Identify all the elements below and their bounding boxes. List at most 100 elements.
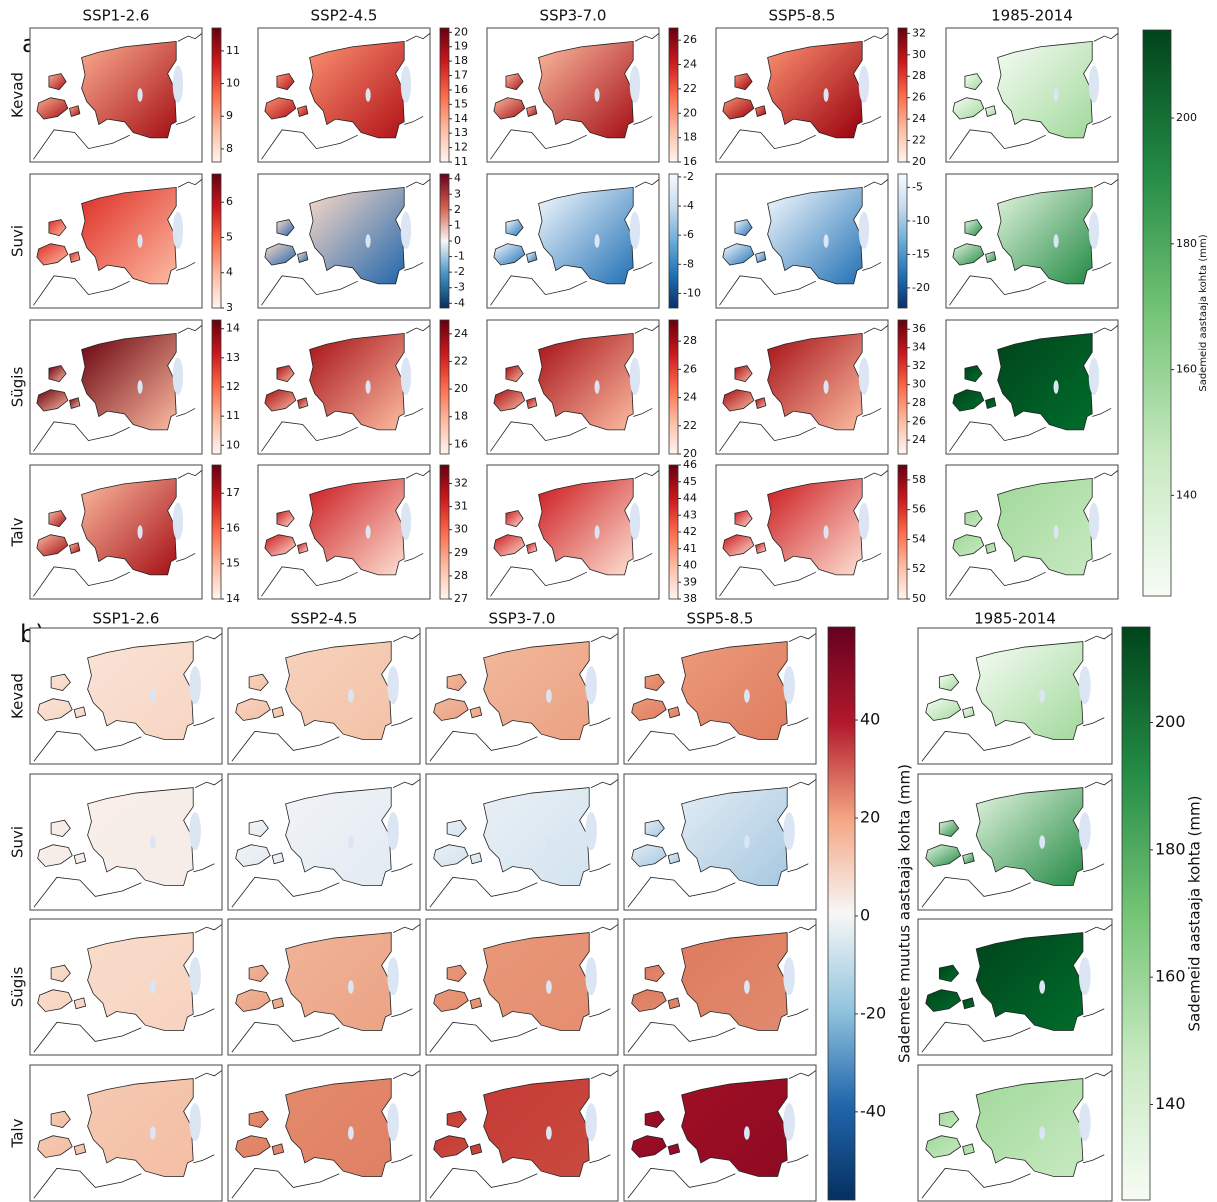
colorbar-tick-label: -1 xyxy=(454,250,465,263)
colorbar-tick-label: 28 xyxy=(454,569,468,582)
row-label: Talv xyxy=(9,517,27,547)
colorbar-tick-label: 43 xyxy=(683,508,697,521)
row-label: Kevad xyxy=(9,673,27,719)
colorbar-tick-label: 20 xyxy=(683,447,697,460)
colorbar-tick-label: -15 xyxy=(912,247,930,260)
colorbar-tick-label: -8 xyxy=(683,257,694,270)
column-title: SSP2-4.5 xyxy=(291,610,358,628)
colorbar-tick-label: 160 xyxy=(1176,363,1197,376)
colorbar-tick-label: 58 xyxy=(912,473,926,486)
colorbar-tick-label: -2 xyxy=(683,170,694,183)
colorbar-tick-label: 32 xyxy=(454,476,468,489)
colorbar-tick-label: 10 xyxy=(226,438,240,451)
colorbar-tick-label: 10 xyxy=(226,77,240,90)
colorbar-tick-label: -4 xyxy=(454,296,465,309)
colorbar-tick-label: 38 xyxy=(683,592,697,605)
column-title: SSP3-7.0 xyxy=(540,7,607,25)
column-title: SSP5-8.5 xyxy=(687,610,754,628)
colorbar xyxy=(439,464,450,600)
colorbar-tick-label: 9 xyxy=(226,109,233,122)
colorbar-tick-label: 46 xyxy=(683,458,697,471)
colorbar-tick-label: 54 xyxy=(912,532,926,545)
colorbar-tick-label: 0 xyxy=(454,234,461,247)
colorbar-tick-label: 22 xyxy=(683,419,697,432)
colorbar-tick-label: 29 xyxy=(454,546,468,559)
colorbar-label: Sademeid aastaaja kohta (mm) xyxy=(1198,234,1209,391)
colorbar-tick-label: 30 xyxy=(912,48,926,61)
colorbar-tick-label: -3 xyxy=(454,281,465,294)
colorbar-tick-label: 160 xyxy=(1155,967,1186,986)
colorbar-tick-label: 28 xyxy=(683,334,697,347)
colorbar-tick-label: 36 xyxy=(912,322,926,335)
colorbar xyxy=(1121,626,1151,1201)
colorbar-tick-label: 12 xyxy=(226,380,240,393)
colorbar-tick-label: 22 xyxy=(454,354,468,367)
colorbar xyxy=(211,464,222,600)
colorbar xyxy=(439,27,450,163)
colorbar-tick-label: 18 xyxy=(454,410,468,423)
colorbar-tick-label: 50 xyxy=(912,592,926,605)
colorbar-tick-label: 11 xyxy=(226,409,240,422)
colorbar xyxy=(668,464,679,600)
column-title: SSP5-8.5 xyxy=(769,7,836,25)
colorbar-tick-label: 56 xyxy=(912,503,926,516)
colorbar xyxy=(439,319,450,455)
colorbar-tick-label: 13 xyxy=(226,351,240,364)
colorbar xyxy=(211,319,222,455)
colorbar-tick-label: 52 xyxy=(912,562,926,575)
column-title: SSP3-7.0 xyxy=(489,610,556,628)
colorbar xyxy=(439,173,450,309)
colorbar-tick-label: 20 xyxy=(860,808,880,827)
colorbar-tick-label: 34 xyxy=(912,341,926,354)
colorbar-tick-label: 26 xyxy=(912,415,926,428)
colorbar-tick-label: 5 xyxy=(226,230,233,243)
colorbar-tick-label: 30 xyxy=(912,378,926,391)
colorbar-tick-label: 40 xyxy=(683,559,697,572)
colorbar-tick-label: 3 xyxy=(454,187,461,200)
colorbar-tick-label: -6 xyxy=(683,228,694,241)
colorbar-tick-label: 39 xyxy=(683,575,697,588)
colorbar-tick-label: 26 xyxy=(683,362,697,375)
colorbar-tick-label: 20 xyxy=(454,382,468,395)
row-label: Suvi xyxy=(9,225,27,257)
column-title: 1985-2014 xyxy=(974,610,1056,628)
colorbar xyxy=(897,319,908,455)
colorbar-tick-label: 22 xyxy=(683,82,697,95)
colorbar-tick-label: 18 xyxy=(683,131,697,144)
colorbar-tick-label: 18 xyxy=(454,54,468,67)
colorbar-label: Sademete muutus aastaaja kohta (mm) xyxy=(896,764,914,1063)
colorbar-tick-label: -20 xyxy=(912,281,930,294)
colorbar-tick-label: -2 xyxy=(454,265,465,278)
row-label: Suvi xyxy=(9,826,27,858)
colorbar-tick-label: 13 xyxy=(454,126,468,139)
colorbar xyxy=(1142,29,1172,597)
colorbar xyxy=(211,27,222,163)
colorbar-tick-label: 20 xyxy=(912,155,926,168)
column-title: SSP1-2.6 xyxy=(93,610,160,628)
colorbar-tick-label: 24 xyxy=(683,391,697,404)
row-label: Talv xyxy=(9,1118,27,1148)
colorbar-tick-label: 17 xyxy=(226,486,240,499)
colorbar-tick-label: 24 xyxy=(683,58,697,71)
colorbar-tick-label: 16 xyxy=(454,437,468,450)
colorbar-tick-label: 30 xyxy=(454,523,468,536)
colorbar-tick-label: 11 xyxy=(226,44,240,57)
colorbar-tick-label: -40 xyxy=(860,1101,886,1120)
row-label: Sügis xyxy=(9,967,27,1008)
colorbar-tick-label: 20 xyxy=(683,106,697,119)
colorbar-tick-label: 31 xyxy=(454,500,468,513)
colorbar-tick-label: 140 xyxy=(1155,1094,1186,1113)
colorbar-tick-label: -10 xyxy=(683,286,701,299)
colorbar xyxy=(897,27,908,163)
colorbar-tick-label: 0 xyxy=(860,905,870,924)
colorbar xyxy=(668,173,679,309)
colorbar-tick-label: 11 xyxy=(454,155,468,168)
colorbar-tick-label: 4 xyxy=(226,266,233,279)
colorbar-tick-label: 2 xyxy=(454,203,461,216)
colorbar-tick-label: -5 xyxy=(912,180,923,193)
column-title: SSP1-2.6 xyxy=(83,7,150,25)
colorbar-tick-label: 180 xyxy=(1155,839,1186,858)
colorbar-tick-label: 16 xyxy=(683,155,697,168)
colorbar-tick-label: 32 xyxy=(912,359,926,372)
